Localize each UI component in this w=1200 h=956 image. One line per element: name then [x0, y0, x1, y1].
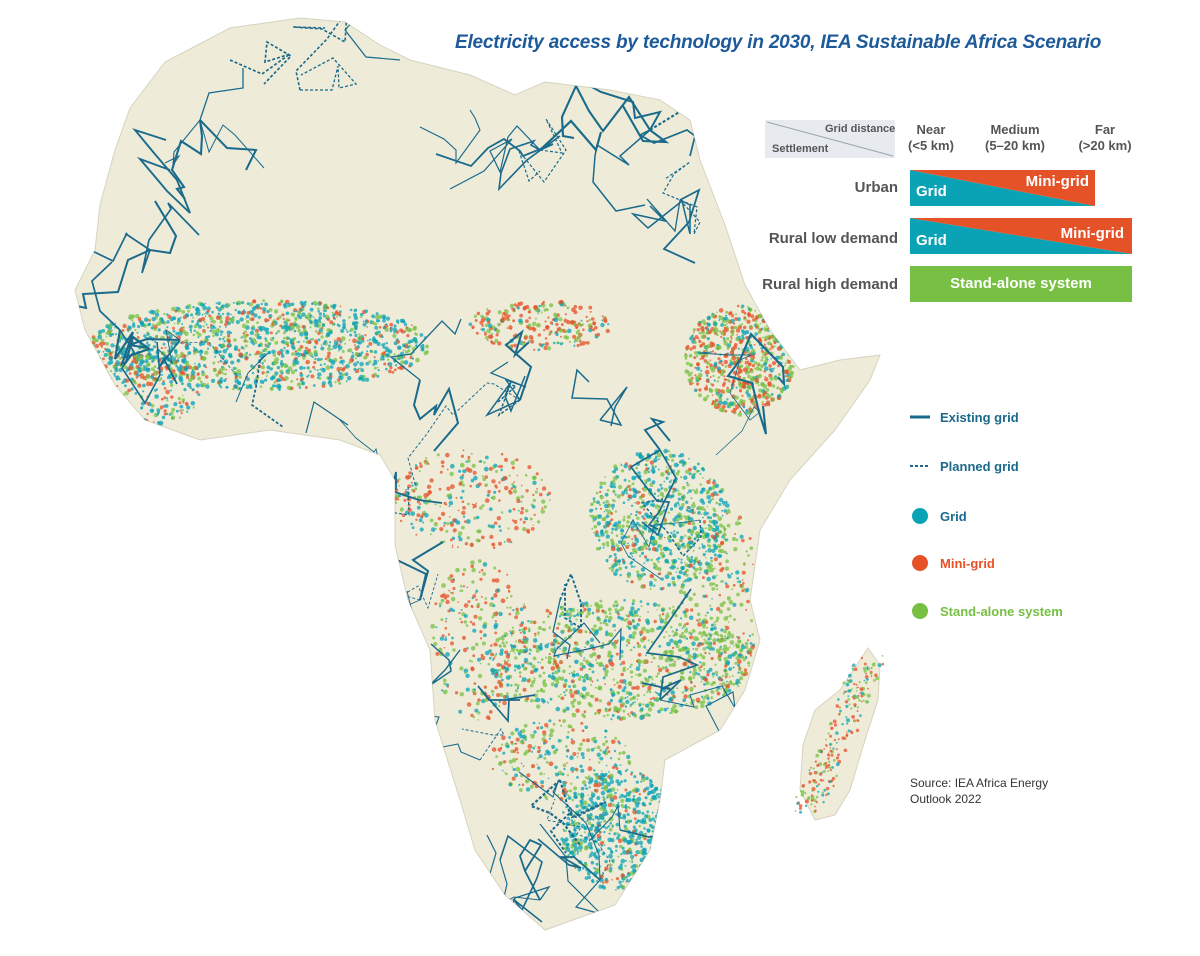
map-title: Electricity access by technology in 2030…	[455, 32, 1102, 53]
rural-low-minigrid-label: Mini-grid	[1060, 225, 1124, 242]
dashed-line-icon	[910, 465, 930, 467]
row-label-rural-high: Rural high demand	[762, 276, 898, 293]
madagascar-landmass	[799, 647, 881, 821]
mini-grid-dot-icon	[912, 555, 928, 571]
rural-low-bar: Grid Mini-grid	[910, 218, 1132, 254]
africa-landmass	[74, 17, 881, 931]
grid-lines-layer	[75, 18, 786, 930]
solid-line-icon	[910, 415, 930, 419]
rural-high-standalone-label: Stand-alone system	[950, 275, 1092, 292]
madagascar-dots-layer	[794, 655, 885, 814]
matrix-header-cell	[765, 120, 895, 158]
legend-grid: Grid	[910, 505, 967, 527]
matrix-header-settlement: Settlement	[772, 143, 829, 155]
rural-low-grid-label: Grid	[916, 232, 947, 249]
urban-bar: Grid Mini-grid	[910, 170, 1095, 206]
column-near: Near (<5 km)	[908, 122, 954, 153]
legend-stand-alone: Stand-alone system	[910, 600, 1063, 622]
rural-high-bar: Stand-alone system	[910, 266, 1132, 302]
column-far: Far (>20 km)	[1078, 122, 1132, 153]
column-medium: Medium (5–20 km)	[985, 122, 1045, 153]
legend-existing-grid: Existing grid	[910, 406, 1019, 428]
source-note: Source: IEA Africa Energy Outlook 2022	[910, 776, 1049, 806]
urban-grid-label: Grid	[916, 183, 947, 200]
access-dots-layer	[80, 299, 795, 891]
legend-planned-grid: Planned grid	[910, 455, 1019, 477]
urban-minigrid-label: Mini-grid	[1025, 173, 1089, 190]
legend-mini-grid: Mini-grid	[910, 552, 995, 574]
row-label-rural-low: Rural low demand	[768, 230, 898, 247]
grid-dot-icon	[912, 508, 928, 524]
matrix-header-grid-distance: Grid distance	[825, 123, 896, 135]
row-label-urban: Urban	[854, 179, 898, 196]
stand-alone-dot-icon	[912, 603, 928, 619]
